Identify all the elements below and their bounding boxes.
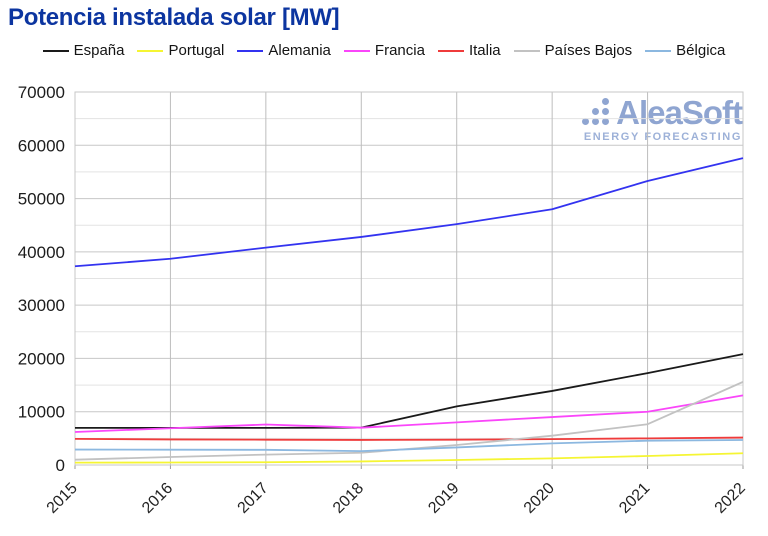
- y-axis-label: 70000: [18, 83, 65, 102]
- chart-title: Potencia instalada solar [MW]: [8, 4, 340, 31]
- legend-item: Alemania: [237, 42, 331, 59]
- x-axis-label: 2015: [44, 480, 81, 517]
- aleasoft-logo-row: AleaSoft: [582, 94, 743, 131]
- x-axis-label: 2022: [712, 480, 749, 517]
- legend-swatch: [42, 49, 69, 52]
- x-axis-label: 2016: [139, 480, 176, 517]
- legend-label: Francia: [374, 42, 425, 59]
- x-axis-label: 2021: [616, 480, 653, 517]
- legend-label: Alemania: [268, 42, 331, 59]
- y-axis-label: 30000: [18, 296, 65, 315]
- legend: España Portugal Alemania Francia Italia Paíse…: [0, 42, 768, 59]
- aleasoft-dots-icon: [582, 98, 610, 129]
- y-axis-label: 0: [56, 456, 65, 475]
- plot-border: [74, 91, 744, 466]
- watermark-logo: AleaSoft ENERGY FORECASTING: [582, 94, 743, 143]
- legend-label: España: [73, 42, 125, 59]
- legend-item: España: [42, 42, 125, 59]
- legend-swatch: [237, 49, 264, 52]
- x-axis-label: 2018: [330, 480, 367, 517]
- legend-item: Francia: [343, 42, 425, 59]
- legend-item: Italia: [437, 42, 501, 59]
- series-line-españa: [75, 353, 744, 429]
- x-axis-label: 2020: [521, 480, 558, 517]
- legend-swatch: [437, 49, 464, 52]
- aleasoft-wordmark: AleaSoft: [616, 94, 743, 131]
- legend-label: Países Bajos: [544, 42, 633, 59]
- series-line-portugal: [74, 452, 744, 464]
- aleasoft-tagline: ENERGY FORECASTING: [583, 131, 742, 143]
- x-axis-label: 2019: [425, 480, 462, 517]
- legend-item: Países Bajos: [513, 42, 633, 59]
- y-axis-label: 20000: [18, 349, 65, 368]
- y-axis-label: 40000: [18, 243, 65, 262]
- legend-swatch: [343, 49, 370, 52]
- series-line-francia: [74, 394, 744, 433]
- legend-label: Portugal: [168, 42, 225, 59]
- y-axis-label: 50000: [18, 190, 65, 209]
- legend-label: Bélgica: [676, 42, 726, 59]
- legend-item: Bélgica: [645, 42, 725, 59]
- series-line-bélgica: [74, 439, 744, 453]
- legend-label: Italia: [468, 42, 501, 59]
- legend-swatch: [645, 49, 672, 52]
- legend-swatch: [513, 49, 540, 52]
- legend-swatch: [137, 49, 164, 52]
- y-axis-label: 10000: [18, 403, 65, 422]
- y-axis-label: 60000: [18, 136, 65, 155]
- series-line-países-bajos: [74, 381, 744, 461]
- legend-item: Portugal: [137, 42, 224, 59]
- series-line-alemania: [74, 157, 744, 268]
- x-axis-label: 2017: [234, 480, 271, 517]
- series-line-italia: [74, 436, 744, 441]
